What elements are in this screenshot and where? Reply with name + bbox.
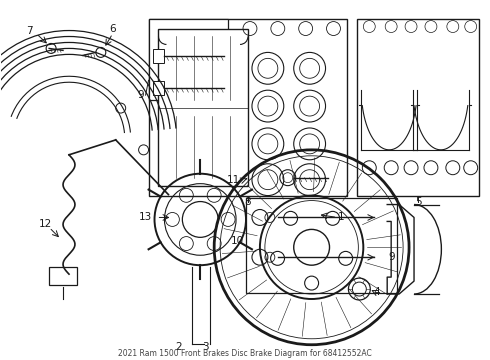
Text: 4: 4	[374, 287, 381, 297]
Text: 1: 1	[338, 212, 345, 222]
Text: 13: 13	[139, 212, 152, 222]
Text: 6: 6	[109, 23, 116, 33]
Text: 2: 2	[175, 342, 182, 352]
Text: 10: 10	[231, 236, 244, 246]
Bar	[148, 19, 228, 100]
Bar	[49, 267, 77, 285]
Text: 5: 5	[415, 197, 421, 207]
Text: 2021 Ram 1500 Front Brakes Disc Brake Diagram for 68412552AC: 2021 Ram 1500 Front Brakes Disc Brake Di…	[118, 349, 372, 358]
Text: 12: 12	[39, 220, 52, 229]
Text: 3: 3	[202, 342, 209, 352]
Text: 8: 8	[245, 197, 251, 207]
Bar	[152, 49, 165, 63]
Text: 11: 11	[227, 175, 240, 185]
Text: 7: 7	[26, 26, 32, 36]
Text: 9: 9	[389, 252, 395, 262]
Bar	[246, 198, 397, 293]
Bar	[357, 19, 479, 195]
Text: 9: 9	[137, 90, 144, 100]
Bar	[158, 28, 248, 186]
Bar	[148, 19, 347, 195]
Bar	[152, 81, 165, 95]
